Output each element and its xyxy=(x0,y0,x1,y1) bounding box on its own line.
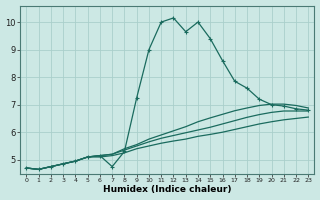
X-axis label: Humidex (Indice chaleur): Humidex (Indice chaleur) xyxy=(103,185,232,194)
